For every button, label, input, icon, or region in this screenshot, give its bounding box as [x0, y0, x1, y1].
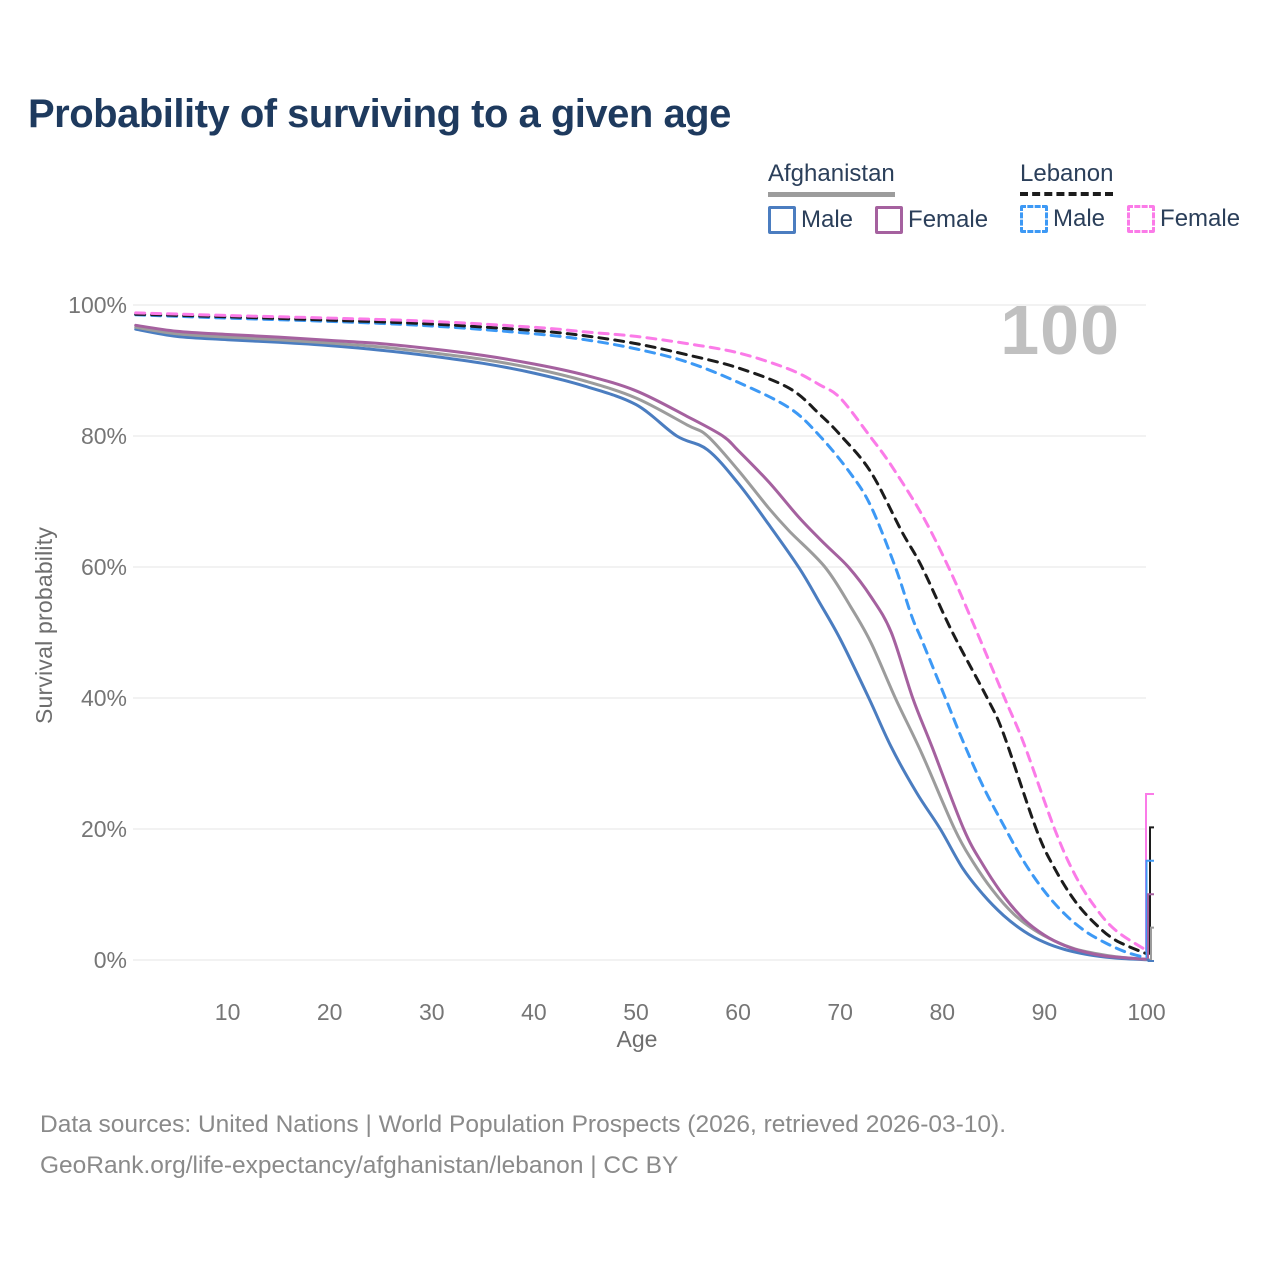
series-line-afg_female[interactable]	[134, 323, 1148, 961]
legend-label-afghanistan-male: Male	[801, 206, 854, 233]
x-tick-label: 30	[419, 999, 445, 1025]
legend-checkbox-lebanon-female[interactable]	[1127, 205, 1156, 233]
legend-group-lebanon: Lebanon Male Female	[1020, 160, 1262, 233]
watermark-age-label: 100	[1000, 291, 1120, 369]
footer: Data sources: United Nations | World Pop…	[40, 1104, 1006, 1186]
series-line-leb_female[interactable]	[134, 311, 1148, 952]
legend-title-lebanon: Lebanon	[1020, 160, 1114, 196]
footer-source-line: Data sources: United Nations | World Pop…	[40, 1111, 1007, 1138]
legend-label-lebanon-male: Male	[1053, 205, 1106, 232]
x-tick-label: 80	[930, 999, 956, 1025]
x-tick-label: 90	[1032, 999, 1058, 1025]
legend-label-afghanistan-female: Female	[908, 206, 989, 233]
series-line-afg_male[interactable]	[134, 327, 1148, 962]
y-tick-label: 60%	[81, 554, 127, 580]
legend-group-afghanistan: Afghanistan Male Female	[768, 160, 1010, 234]
y-tick-label: 100%	[68, 292, 127, 318]
legend-checkbox-afghanistan-male[interactable]	[768, 206, 796, 234]
legend-label-lebanon-female: Female	[1160, 205, 1241, 232]
legend-items-afghanistan: Male Female	[768, 206, 1010, 234]
legend-items-lebanon: Male Female	[1020, 205, 1262, 233]
x-tick-label: 100	[1127, 999, 1165, 1025]
end-connector-leb_male	[1145, 859, 1154, 958]
series-line-leb_male[interactable]	[134, 313, 1148, 960]
end-connector-afg_male	[1146, 958, 1154, 962]
y-tick-label: 0%	[94, 947, 127, 973]
legend-title-afghanistan: Afghanistan	[768, 160, 895, 197]
y-tick-label: 20%	[81, 816, 127, 842]
y-tick-label: 80%	[81, 423, 127, 449]
page-title: Probability of surviving to a given age	[28, 92, 731, 136]
legend-checkbox-lebanon-male[interactable]	[1020, 205, 1048, 233]
x-tick-label: 40	[521, 999, 547, 1025]
x-tick-label: 70	[827, 999, 853, 1025]
footer-url-line: GeoRank.org/life-expectancy/afghanistan/…	[40, 1152, 679, 1179]
x-tick-label: 20	[317, 999, 343, 1025]
series-line-leb_all[interactable]	[134, 312, 1148, 956]
legend-checkbox-afghanistan-female[interactable]	[875, 206, 904, 234]
x-tick-label: 10	[215, 999, 241, 1025]
y-tick-label: 40%	[81, 685, 127, 711]
x-tick-label: 50	[623, 999, 649, 1025]
x-axis-title: Age	[616, 1026, 658, 1052]
x-tick-label: 60	[725, 999, 751, 1025]
series-line-afg_all[interactable]	[134, 325, 1148, 961]
